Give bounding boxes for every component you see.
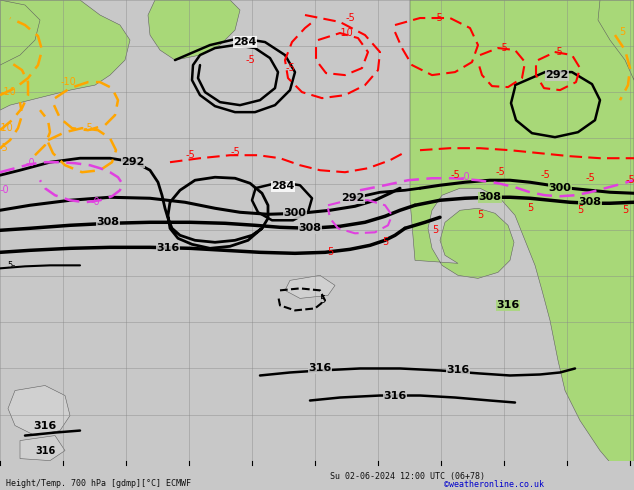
Text: 316: 316 bbox=[384, 391, 406, 400]
Text: 308: 308 bbox=[96, 217, 119, 227]
Polygon shape bbox=[20, 436, 65, 461]
Text: 316: 316 bbox=[35, 445, 55, 456]
Polygon shape bbox=[148, 0, 240, 60]
Text: 292: 292 bbox=[341, 193, 365, 203]
Text: -5: -5 bbox=[450, 170, 460, 180]
Text: -5: -5 bbox=[83, 123, 93, 133]
Text: -5: -5 bbox=[495, 167, 505, 177]
Text: -0: -0 bbox=[25, 158, 35, 168]
Text: 300: 300 bbox=[548, 183, 571, 193]
Text: 5: 5 bbox=[527, 203, 533, 213]
Text: -5: -5 bbox=[345, 13, 355, 23]
Text: -5: -5 bbox=[498, 43, 508, 53]
Text: 5: 5 bbox=[477, 210, 483, 221]
Text: 5: 5 bbox=[382, 237, 388, 247]
Text: 316: 316 bbox=[157, 244, 179, 253]
Text: 5: 5 bbox=[319, 295, 325, 305]
Polygon shape bbox=[8, 386, 70, 436]
Polygon shape bbox=[598, 0, 634, 80]
Text: 316: 316 bbox=[496, 300, 520, 310]
Text: 308: 308 bbox=[479, 192, 501, 202]
Text: Su 02-06-2024 12:00 UTC (06+78): Su 02-06-2024 12:00 UTC (06+78) bbox=[330, 472, 484, 481]
Text: -0: -0 bbox=[460, 172, 470, 182]
Text: 292: 292 bbox=[545, 70, 569, 80]
Text: 5: 5 bbox=[432, 225, 438, 235]
Polygon shape bbox=[410, 0, 634, 490]
Text: -10: -10 bbox=[0, 87, 16, 97]
Text: 5: 5 bbox=[619, 27, 625, 37]
Text: -5: -5 bbox=[540, 170, 550, 180]
Text: 5-: 5- bbox=[8, 261, 16, 270]
Polygon shape bbox=[0, 0, 40, 65]
Text: 5: 5 bbox=[622, 205, 628, 215]
Text: -5: -5 bbox=[185, 150, 195, 160]
Text: -5: -5 bbox=[285, 63, 295, 73]
Text: Height/Temp. 700 hPa [gdmp][°C] ECMWF: Height/Temp. 700 hPa [gdmp][°C] ECMWF bbox=[6, 479, 191, 488]
Text: -5: -5 bbox=[433, 13, 443, 23]
Text: -5: -5 bbox=[245, 55, 255, 65]
Text: 284: 284 bbox=[233, 37, 257, 47]
Text: 308: 308 bbox=[299, 223, 321, 233]
Text: -10: -10 bbox=[337, 28, 353, 38]
Text: -5: -5 bbox=[230, 147, 240, 157]
Text: 5: 5 bbox=[577, 205, 583, 215]
Text: 316: 316 bbox=[446, 366, 470, 375]
Text: 284: 284 bbox=[271, 181, 295, 191]
Text: -5: -5 bbox=[585, 173, 595, 183]
Polygon shape bbox=[0, 0, 130, 110]
Text: ©weatheronline.co.uk: ©weatheronline.co.uk bbox=[444, 480, 544, 489]
Polygon shape bbox=[285, 275, 335, 298]
Text: -10: -10 bbox=[0, 123, 13, 133]
Text: 316: 316 bbox=[308, 364, 332, 373]
Text: 292: 292 bbox=[121, 157, 145, 167]
Text: 300: 300 bbox=[283, 208, 306, 218]
Text: 308: 308 bbox=[578, 197, 602, 207]
Text: -10: -10 bbox=[60, 77, 76, 87]
Text: 316: 316 bbox=[34, 420, 56, 431]
Text: 5: 5 bbox=[327, 247, 333, 257]
Text: -5: -5 bbox=[0, 143, 8, 153]
Text: -5: -5 bbox=[625, 175, 634, 185]
Text: -0: -0 bbox=[0, 185, 10, 195]
Text: -0: -0 bbox=[90, 197, 100, 207]
Text: -5: -5 bbox=[553, 47, 563, 57]
